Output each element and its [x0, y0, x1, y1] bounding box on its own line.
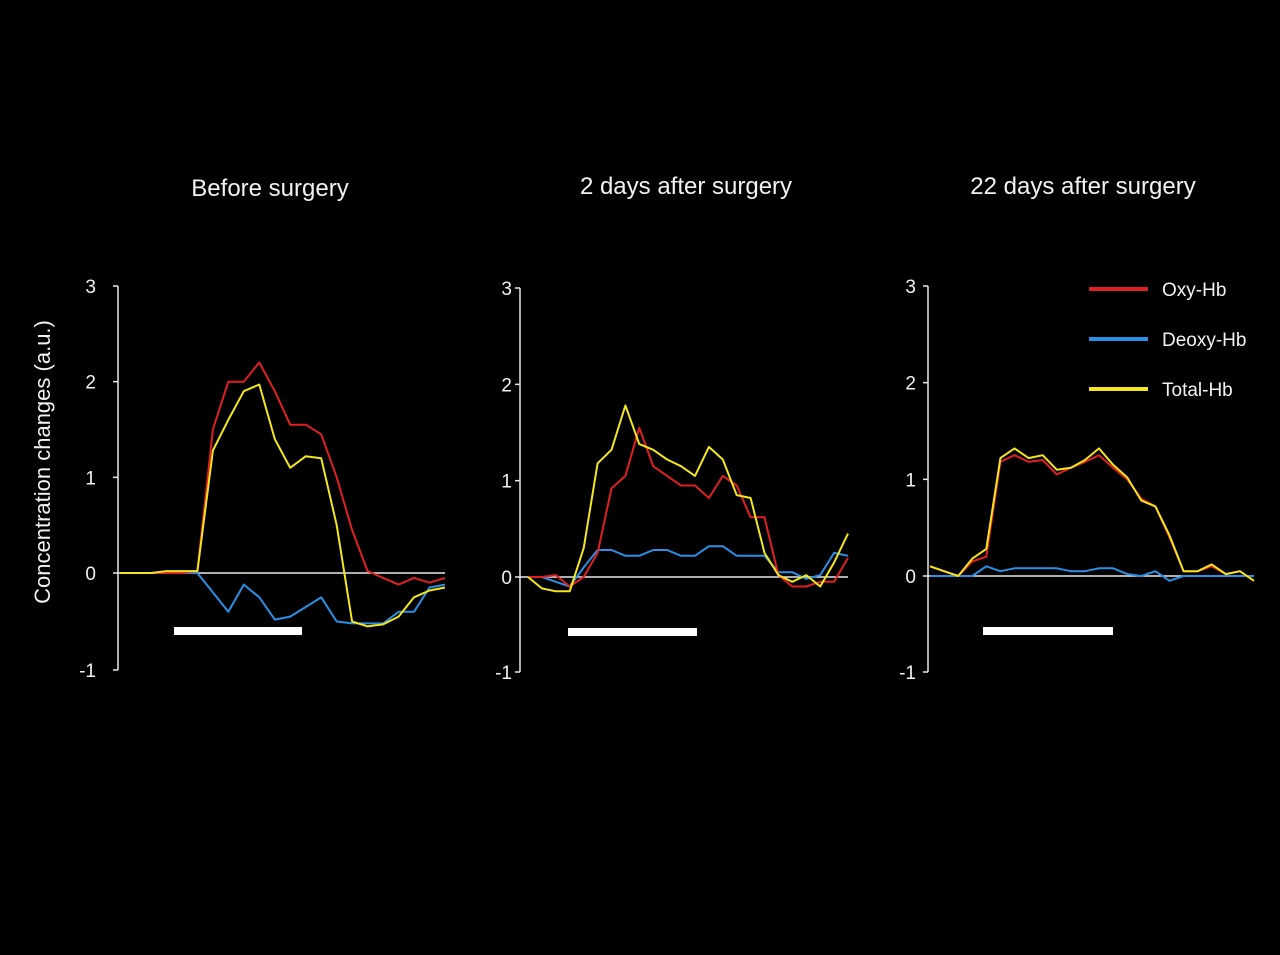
y-tick-label: 3 [905, 277, 916, 298]
panel-title: 22 days after surgery [970, 173, 1195, 200]
y-tick-label: -1 [495, 663, 512, 684]
series-oxy-hb-line [528, 426, 849, 588]
y-tick-label: -1 [79, 661, 96, 682]
stimulus-bar [568, 628, 697, 636]
series-total-hb-line [120, 383, 446, 628]
legend: Oxy-Hb Deoxy-Hb Total-Hb [1089, 280, 1246, 401]
y-tick-label: 0 [85, 564, 96, 585]
y-tick-label: 0 [501, 568, 512, 589]
panel-title: 2 days after surgery [580, 173, 792, 200]
series-deoxy-hb-line [528, 545, 849, 588]
y-tick-label: 0 [905, 567, 916, 588]
panel-3: 22 days after surgery 3 2 1 0 -1 [899, 173, 1255, 684]
y-tick-label: 2 [905, 374, 916, 395]
series-deoxy-hb-line [120, 572, 446, 625]
series-total-hb-line [527, 404, 849, 593]
y-tick-label: 2 [85, 373, 96, 394]
y-tick-label: 1 [905, 470, 916, 491]
series-total-hb-line [929, 447, 1255, 582]
legend-label: Deoxy-Hb [1162, 330, 1246, 351]
y-tick-label: 1 [85, 468, 96, 489]
stimulus-bar [174, 627, 302, 635]
panel-title: Before surgery [191, 175, 348, 202]
y-tick-label: 3 [501, 279, 512, 300]
panel-1: Before surgery 3 2 1 0 -1 [79, 175, 446, 682]
y-axis-label: Concentration changes (a.u.) [30, 320, 55, 604]
y-tick-label: -1 [899, 663, 916, 684]
series-oxy-hb-line [929, 454, 1255, 582]
panel-2: 2 days after surgery 3 2 1 0 -1 [495, 173, 849, 684]
y-tick-label: 1 [501, 472, 512, 493]
series-deoxy-hb-line [930, 565, 1254, 582]
series-oxy-hb-line [120, 361, 446, 586]
legend-label: Total-Hb [1162, 380, 1233, 401]
y-tick-label: 3 [85, 277, 96, 298]
stimulus-bar [983, 627, 1113, 635]
legend-label: Oxy-Hb [1162, 280, 1226, 301]
y-tick-label: 2 [501, 375, 512, 396]
